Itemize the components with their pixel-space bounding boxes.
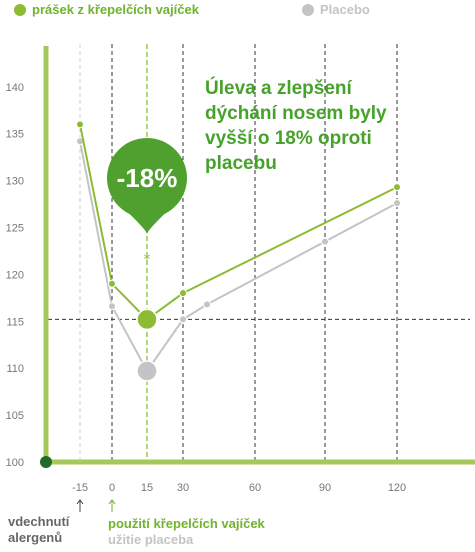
y-tick-label: 105	[6, 410, 24, 422]
data-point-treatment	[108, 279, 116, 288]
x-tick-label: 90	[319, 482, 331, 494]
legend-placebo-label: Placebo	[320, 2, 370, 17]
data-point-placebo	[136, 360, 158, 382]
note-placebo-start: užitie placeba	[108, 532, 194, 547]
x-tick-label: 60	[249, 482, 261, 494]
data-point-placebo	[108, 302, 116, 311]
x-tick-label: 15	[141, 482, 153, 494]
origin-marker	[40, 456, 52, 468]
data-point-placebo	[179, 315, 187, 324]
legend-placebo-dot	[302, 3, 314, 16]
note-allergen-line1: vdechnutí	[8, 514, 70, 529]
x-tick-label: 30	[177, 482, 189, 494]
y-tick-label: 125	[6, 223, 24, 235]
y-tick-label: 110	[6, 363, 24, 375]
data-point-treatment	[136, 308, 158, 331]
start-arrow	[108, 499, 116, 512]
y-tick-label: 130	[6, 176, 24, 188]
y-tick-label: 115	[6, 316, 24, 328]
y-tick-label: 135	[6, 129, 24, 141]
legend-treatment-label: prášek z křepelčích vajíček	[32, 2, 199, 17]
y-tick-label: 120	[6, 269, 24, 281]
data-point-treatment	[76, 120, 84, 129]
y-tick-label: 140	[6, 82, 24, 94]
data-point-placebo	[393, 199, 401, 208]
data-point-placebo	[203, 300, 211, 309]
note-treatment-start: použití křepelčích vajíček	[108, 516, 265, 531]
allergen-arrow	[76, 499, 84, 512]
legend-treatment: prášek z křepelčích vajíček	[14, 2, 199, 17]
badge-label: -18%	[117, 163, 178, 193]
legend-treatment-dot	[14, 3, 26, 16]
y-tick-label: 100	[6, 457, 24, 469]
x-tick-label: 0	[109, 482, 115, 494]
x-tick-label: 120	[388, 482, 406, 494]
data-point-treatment	[179, 289, 187, 298]
data-point-treatment	[393, 183, 401, 192]
x-tick-label: -15	[72, 482, 88, 494]
significance-star: *	[144, 252, 151, 268]
note-allergen-line2: alergenů	[8, 530, 63, 545]
legend-placebo: Placebo	[302, 2, 370, 17]
note-allergen: vdechnutí alergenů	[8, 514, 69, 546]
callout-text: Úleva a zlepšení dýchání nosem byly vyšš…	[205, 78, 387, 174]
data-point-placebo	[321, 237, 329, 246]
badge-circle	[107, 138, 187, 218]
